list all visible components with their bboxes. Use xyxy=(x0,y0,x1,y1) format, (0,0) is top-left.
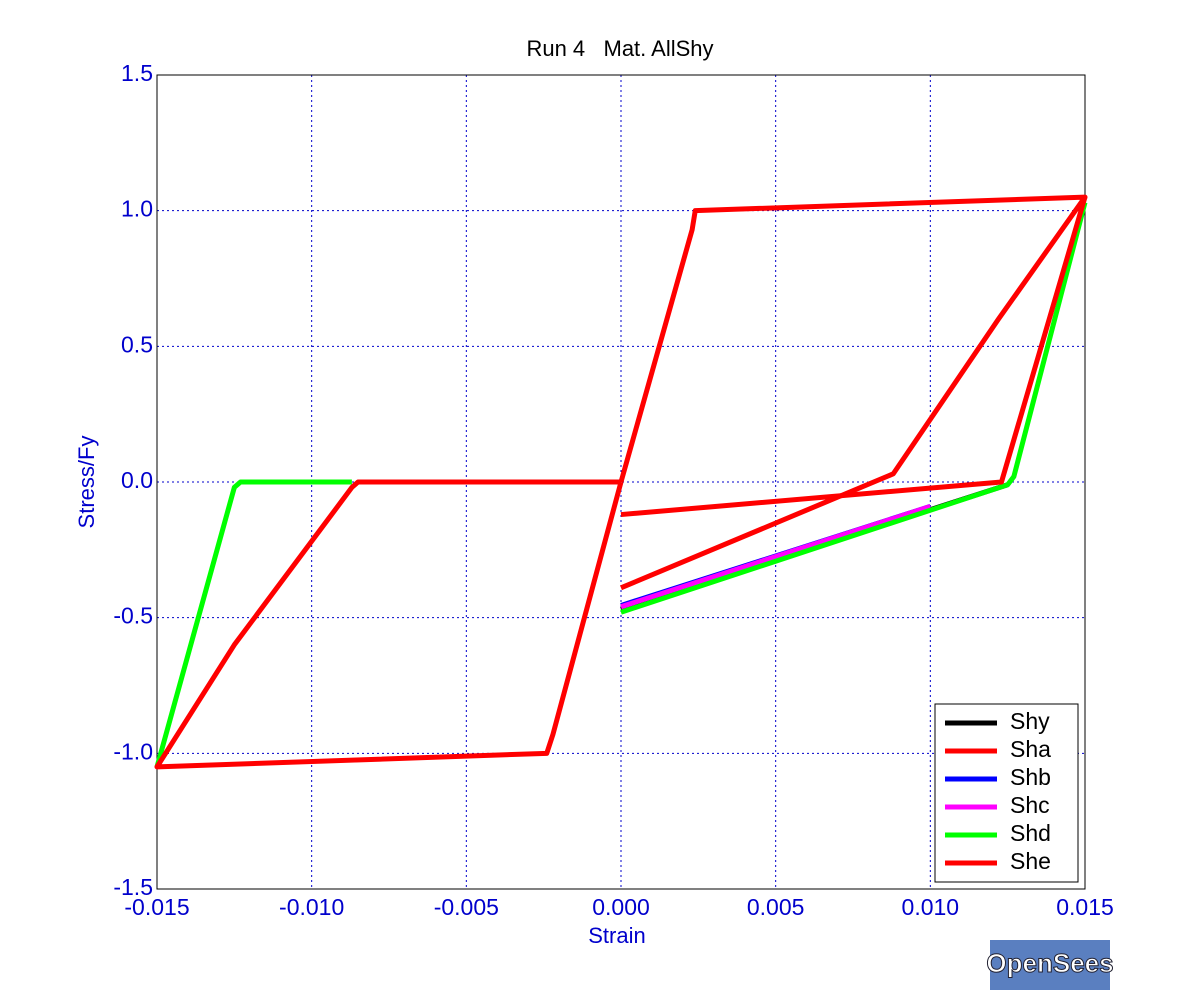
y-tick-label: -1.0 xyxy=(113,738,153,764)
x-tick-label: -0.005 xyxy=(434,894,499,920)
y-tick-label: 1.0 xyxy=(121,196,153,222)
chart-title: Run 4 Mat. AllShy xyxy=(526,36,713,61)
x-tick-label: 0.015 xyxy=(1056,894,1114,920)
legend-label: Sha xyxy=(1010,736,1051,762)
data-line xyxy=(154,201,1088,768)
x-tick-label: 0.010 xyxy=(902,894,960,920)
y-tick-label: 1.5 xyxy=(121,60,153,86)
logo-text: OpenSees xyxy=(986,948,1113,978)
x-tick-label: -0.015 xyxy=(124,894,189,920)
legend-label: Shy xyxy=(1010,708,1050,734)
logo-background xyxy=(990,940,1110,990)
legend-label: She xyxy=(1010,848,1051,874)
y-axis-label: Stress/Fy xyxy=(74,436,99,529)
y-tick-label: 0.5 xyxy=(121,331,153,357)
x-tick-label: -0.010 xyxy=(279,894,344,920)
data-line xyxy=(154,196,1088,770)
legend-label: Shb xyxy=(1010,764,1051,790)
y-tick-label: -1.5 xyxy=(113,874,153,900)
x-axis-label: Strain xyxy=(588,923,645,948)
data-line xyxy=(620,504,932,610)
legend-label: Shd xyxy=(1010,820,1051,846)
legend-label: Shc xyxy=(1010,792,1050,818)
plot-frame xyxy=(156,74,1086,890)
y-tick-label: -0.5 xyxy=(113,603,153,629)
x-tick-label: 0.005 xyxy=(747,894,805,920)
legend-box xyxy=(934,703,1079,883)
x-tick-label: 0.000 xyxy=(592,894,650,920)
y-tick-label: 0.0 xyxy=(121,467,153,493)
logo: OpenSees xyxy=(986,940,1114,990)
